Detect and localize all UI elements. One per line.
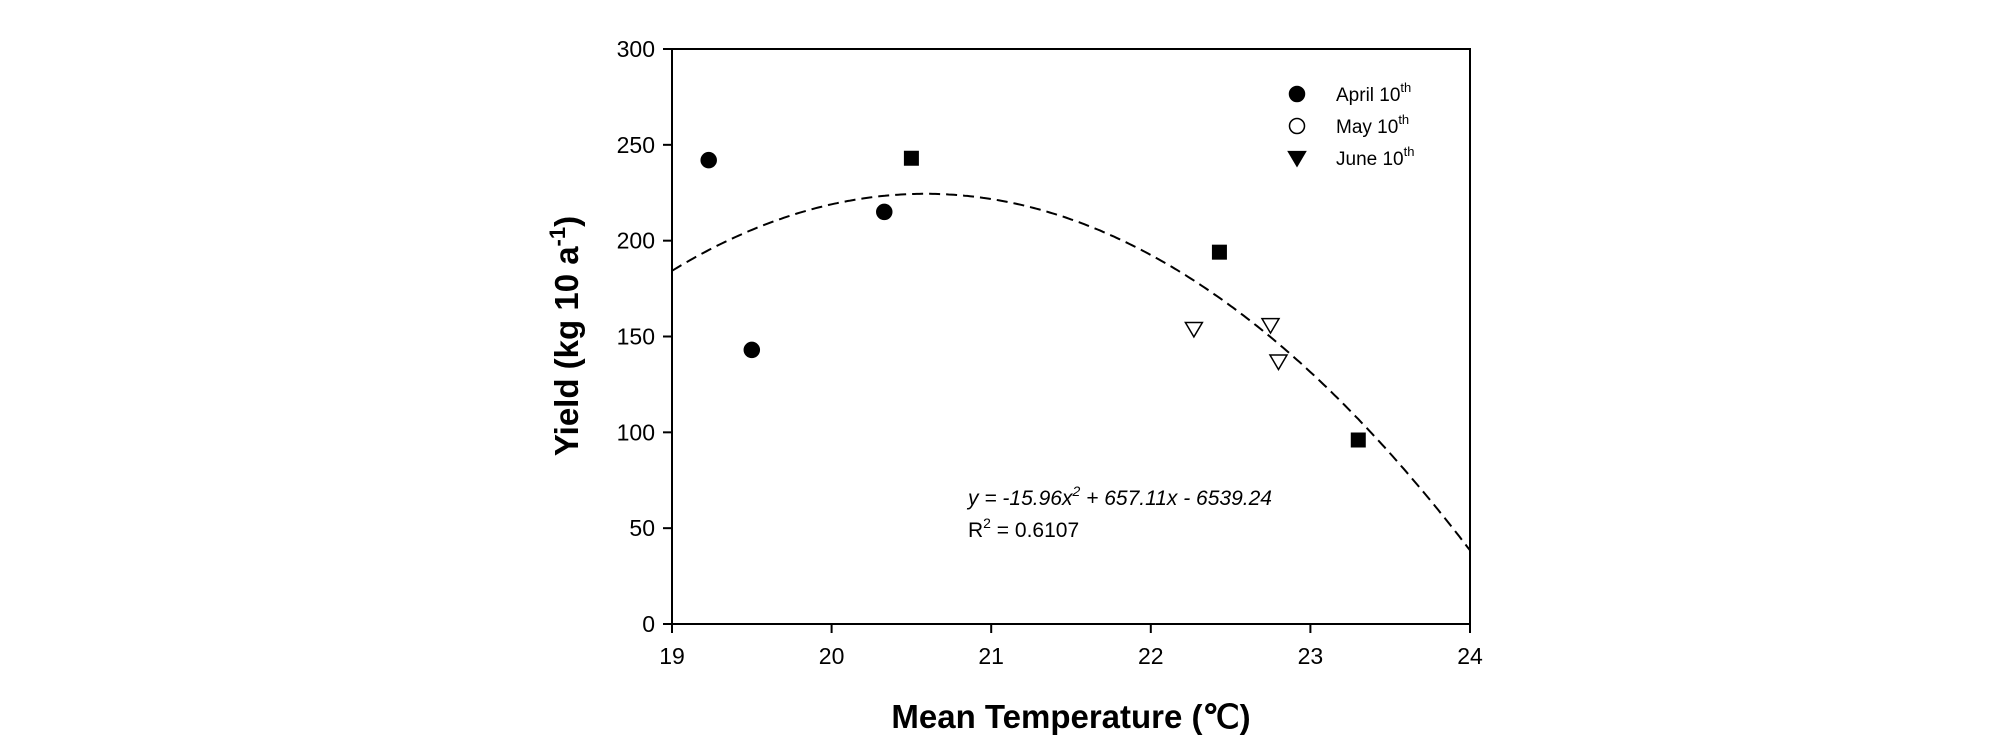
data-point	[743, 341, 761, 359]
data-point	[1350, 432, 1366, 448]
data-point	[876, 203, 893, 221]
x-tick-label: 20	[819, 643, 845, 669]
x-tick-label: 24	[1457, 643, 1483, 669]
legend-marker	[1288, 117, 1306, 135]
y-tick-label: 150	[617, 324, 655, 350]
y-axis-title: Yield (kg 10 a-1)	[545, 216, 585, 456]
legend-label: April 10th	[1336, 80, 1411, 106]
y-tick-label: 300	[617, 36, 655, 62]
data-points	[700, 150, 1366, 448]
y-tick-label: 250	[617, 132, 655, 158]
y-tick-label: 0	[642, 611, 655, 637]
y-tick-label: 200	[617, 228, 655, 254]
x-tick-label: 19	[659, 643, 685, 669]
legend-marker	[1288, 85, 1306, 103]
fit-equation: y = -15.96x2 + 657.11x - 6539.24	[966, 483, 1272, 510]
legend-label: June 10th	[1336, 144, 1414, 170]
x-tick-label: 22	[1138, 643, 1164, 669]
r-squared: R2 = 0.6107	[968, 515, 1079, 542]
legend-marker	[1287, 150, 1307, 168]
data-point	[903, 150, 919, 166]
data-point	[1268, 354, 1289, 371]
fit-curve	[671, 192, 1471, 551]
legend: April 10th May 10th June 10th	[1287, 80, 1414, 170]
data-point	[700, 151, 717, 169]
x-axis-title: Mean Temperature (℃)	[891, 698, 1250, 735]
x-tick-label: 23	[1298, 643, 1324, 669]
axis-ticks: 19 20 21 22 23 24 0 50 100 150 200 250 300	[617, 36, 1483, 669]
data-point	[1184, 321, 1204, 339]
legend-label: May 10th	[1336, 112, 1409, 138]
y-tick-label: 50	[629, 515, 655, 541]
data-point	[1260, 317, 1281, 335]
data-point	[1211, 244, 1227, 260]
y-tick-label: 100	[617, 419, 655, 445]
x-tick-label: 21	[978, 643, 1004, 669]
